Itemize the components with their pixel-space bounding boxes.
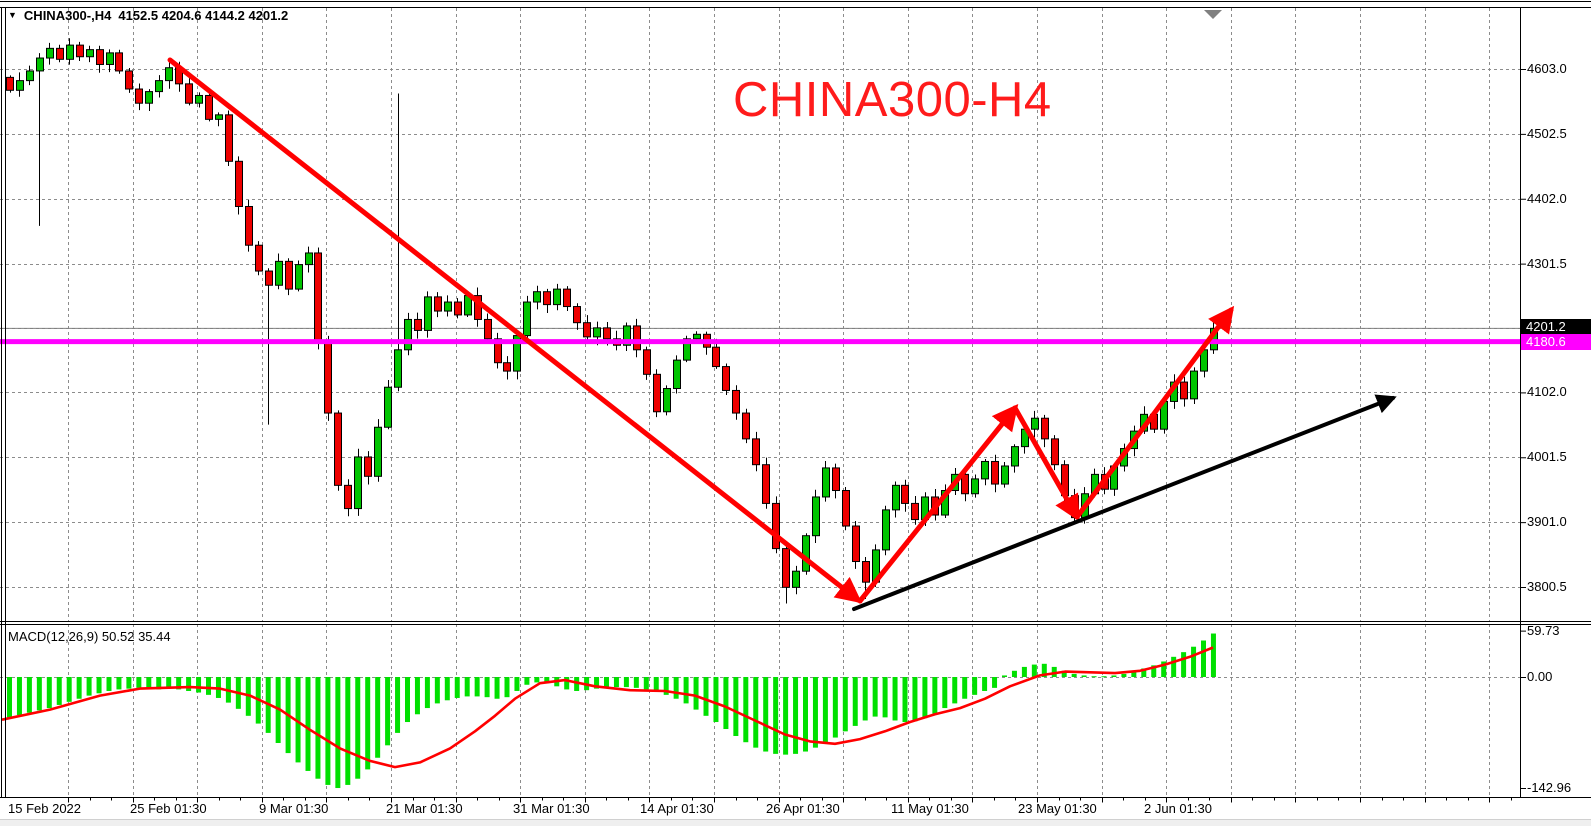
price-axis-label: 4603.0: [1527, 61, 1567, 76]
price-axis-label: 4001.5: [1527, 449, 1567, 465]
time-axis-label: 21 Mar 01:30: [386, 801, 463, 816]
time-axis-label: 31 Mar 01:30: [513, 801, 590, 816]
macd-indicator-label: MACD(12,26,9) 50.52 35.44: [8, 629, 171, 644]
time-axis-label: 25 Feb 01:30: [130, 801, 207, 816]
macd-axis-label: 59.73: [1527, 622, 1560, 638]
pane-borders: [0, 1, 1591, 803]
price-axis-label: 3901.0: [1527, 514, 1567, 530]
grid-lines: [0, 8, 1520, 797]
symbol-period-label: CHINA300-,H4: [23, 8, 112, 23]
current-price-badge: 4201.2: [1521, 319, 1591, 336]
price-axis-label: 4502.5: [1527, 125, 1567, 141]
time-axis-label: 15 Feb 2022: [8, 801, 82, 816]
price-axis-label: 4402.0: [1527, 190, 1567, 206]
price-axis-label: 4301.5: [1527, 255, 1567, 271]
macd-axis-label: 0.00: [1527, 669, 1553, 684]
zigzag-down-arrow[interactable]: [1012, 405, 1080, 522]
last-bar-marker-icon[interactable]: [1204, 10, 1223, 19]
hline-price-badge: 4180.6: [1521, 333, 1591, 350]
price-axis-label: 3800.5: [1527, 579, 1567, 594]
zigzag-up-1-arrow[interactable]: [857, 403, 1019, 604]
time-axis-label: 23 May 01:30: [1018, 801, 1097, 816]
time-axis-label: 26 Apr 01:30: [766, 801, 840, 816]
chart-watermark-title: CHINA300-H4: [733, 73, 1052, 127]
time-axis-label: 14 Apr 01:30: [640, 801, 714, 816]
time-axis-label: 2 Jun 01:30: [1144, 801, 1212, 816]
macd-axis-label: -142.96: [1527, 779, 1572, 795]
downtrend-arrow[interactable]: [167, 57, 863, 604]
macd-signal-line[interactable]: [1, 646, 1214, 769]
time-axis-label: 9 Mar 01:30: [259, 801, 329, 816]
support-arrow[interactable]: [852, 394, 1397, 611]
candles[interactable]: [6, 38, 1218, 604]
time-axis-label: 11 May 01:30: [891, 801, 969, 816]
ohlc-values: 4152.5 4204.6 4144.2 4201.2: [118, 8, 289, 23]
symbol-header: ▼ CHINA300-,H4 4152.5 4204.6 4144.2 4201…: [8, 8, 288, 23]
window-bottom-frame: [0, 819, 1591, 826]
price-axis-label: 4102.0: [1527, 384, 1567, 400]
symbol-dropdown-icon[interactable]: ▼: [8, 10, 17, 20]
zigzag-up-2-arrow[interactable]: [1074, 305, 1235, 520]
macd-indicator[interactable]: [1, 633, 1216, 789]
